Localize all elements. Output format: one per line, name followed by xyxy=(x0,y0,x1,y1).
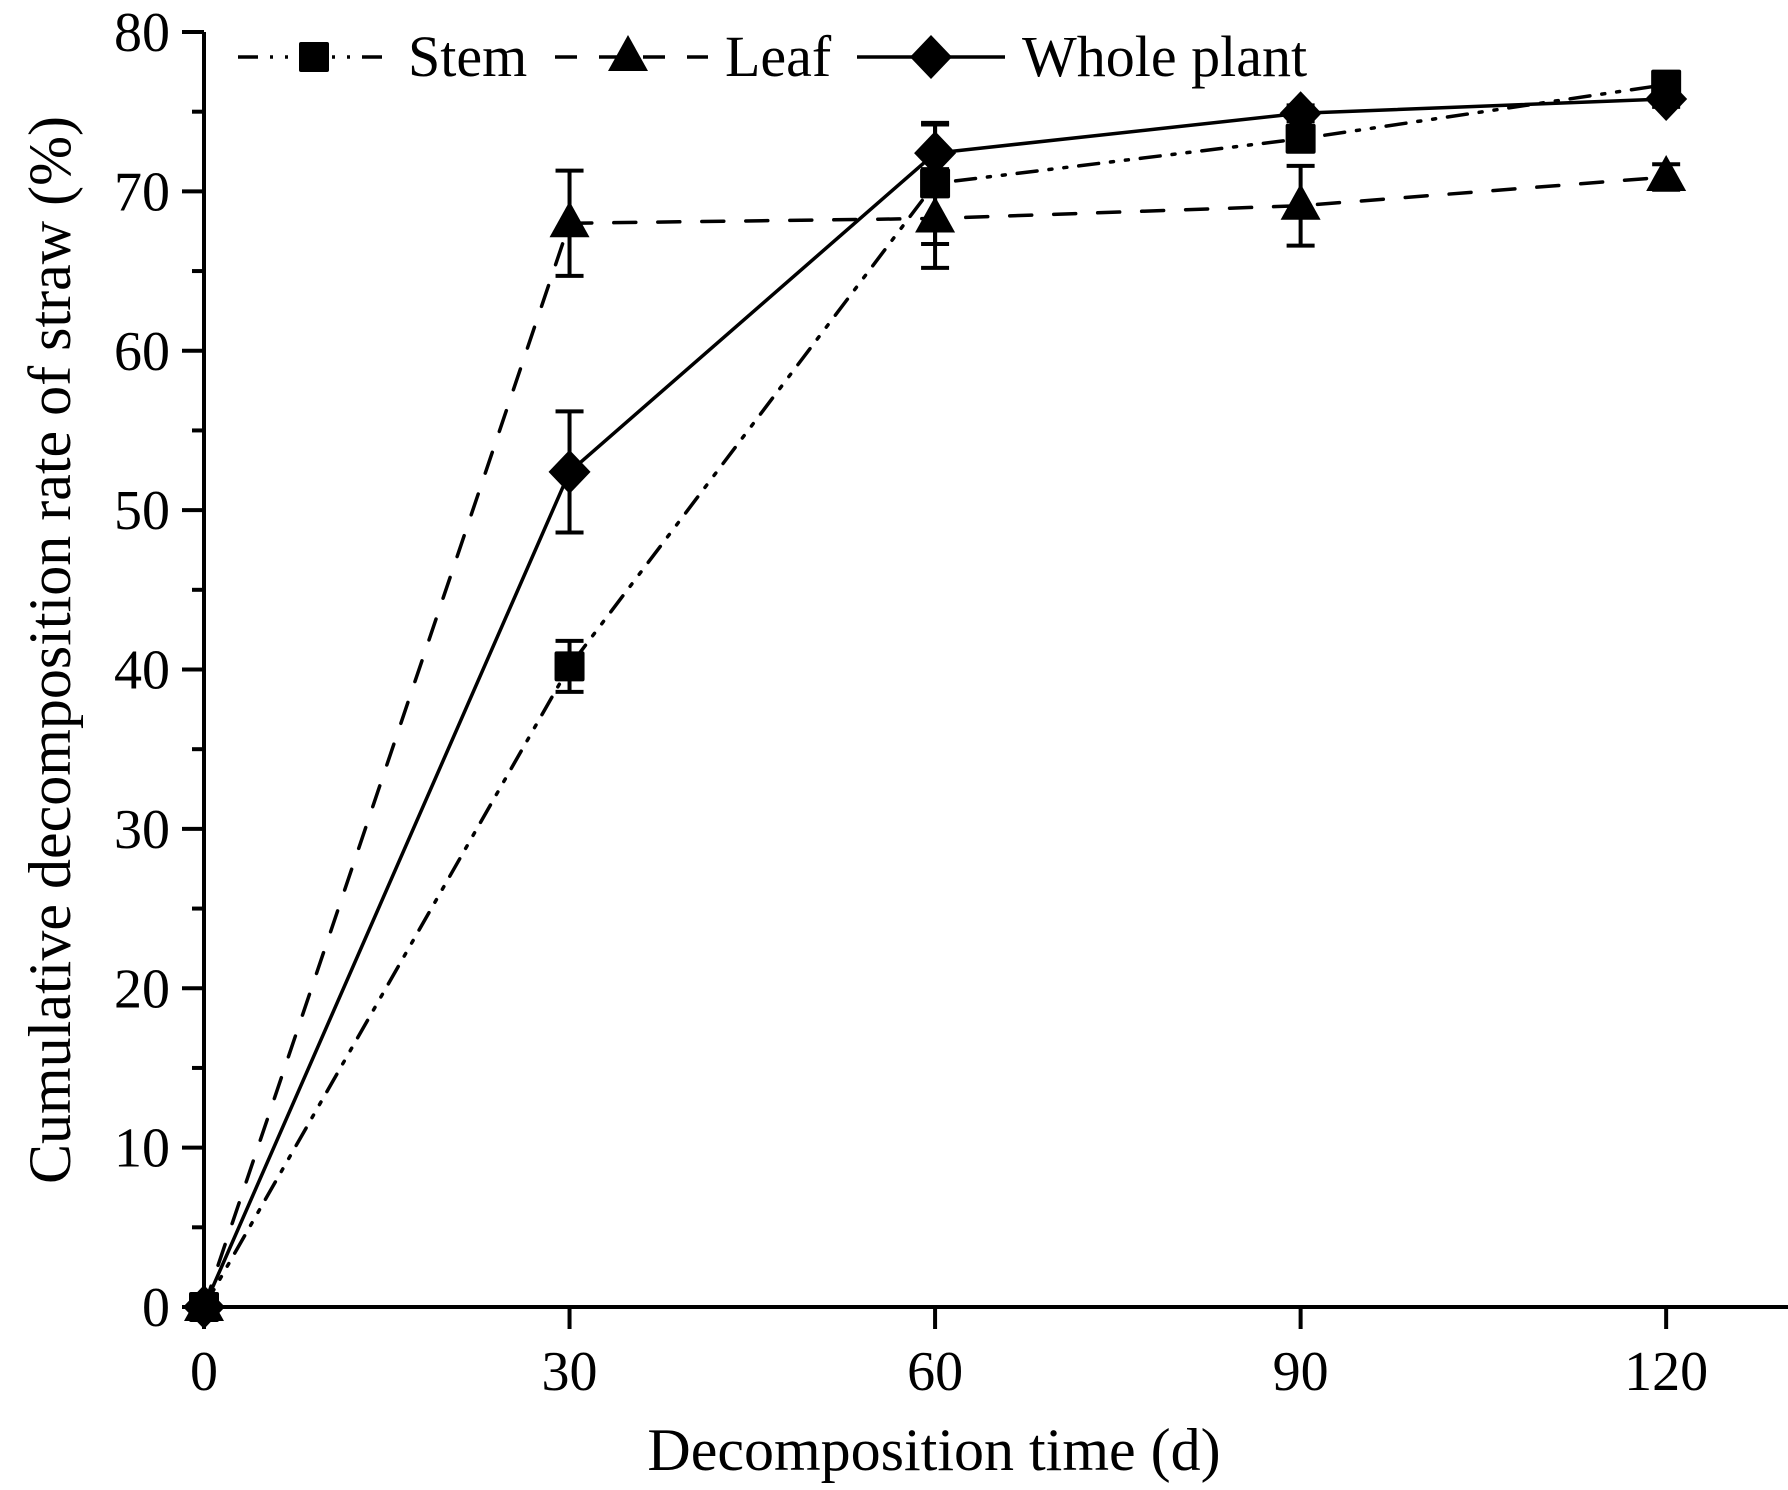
legend-item-leaf: Leaf xyxy=(555,24,832,89)
data-point-leaf xyxy=(1646,155,1687,192)
x-axis-title: Decomposition time (d) xyxy=(647,1417,1220,1483)
data-point-stem xyxy=(554,651,585,682)
legend-label: Leaf xyxy=(725,24,832,89)
legend-label: Stem xyxy=(408,24,527,89)
series-layer xyxy=(183,69,1688,1329)
x-tick-label: 60 xyxy=(907,1341,963,1403)
series-line-whole-plant xyxy=(202,97,1668,1309)
legend: Stem Leaf Whole plant xyxy=(238,24,1307,89)
y-tick-label: 0 xyxy=(142,1277,170,1339)
data-point-leaf xyxy=(1280,183,1321,220)
y-tick-label: 20 xyxy=(114,958,170,1020)
y-axis-title: Cumulative decomposition rate of straw (… xyxy=(17,116,83,1184)
legend-marker-square-icon xyxy=(299,42,329,72)
legend-marker-triangle-icon xyxy=(608,35,648,71)
axes: 0 10 20 30 40 50 60 70 80 0 30 60 90 120 xyxy=(114,2,1788,1403)
y-tick-label: 60 xyxy=(114,321,170,383)
series-whole-plant xyxy=(183,76,1688,1329)
y-tick-label: 80 xyxy=(114,2,170,64)
x-tick-label: 120 xyxy=(1624,1341,1708,1403)
series-leaf xyxy=(184,155,1687,1321)
y-tick-label: 10 xyxy=(114,1118,170,1180)
series-line-leaf xyxy=(202,175,1668,1309)
data-point-whole-plant xyxy=(914,131,957,176)
x-tick-label: 30 xyxy=(542,1341,598,1403)
y-tick-label: 30 xyxy=(114,799,170,861)
legend-item-stem: Stem xyxy=(238,24,527,89)
legend-item-whole-plant: Whole plant xyxy=(857,24,1307,89)
series-line-stem xyxy=(202,82,1668,1309)
y-tick-label: 40 xyxy=(114,640,170,702)
data-point-whole-plant xyxy=(1645,76,1688,121)
y-tick-label: 70 xyxy=(114,161,170,223)
data-point-leaf xyxy=(915,196,956,233)
x-tick-label: 90 xyxy=(1273,1341,1329,1403)
data-point-leaf xyxy=(549,201,590,238)
data-point-stem xyxy=(1285,123,1316,154)
data-point-whole-plant xyxy=(1279,91,1322,136)
x-tick-label: 0 xyxy=(190,1341,218,1403)
legend-label: Whole plant xyxy=(1022,24,1307,89)
data-point-whole-plant xyxy=(183,1285,225,1329)
y-tick-label: 50 xyxy=(114,480,170,542)
legend-marker-diamond-icon xyxy=(910,35,952,79)
data-point-whole-plant xyxy=(548,449,591,494)
